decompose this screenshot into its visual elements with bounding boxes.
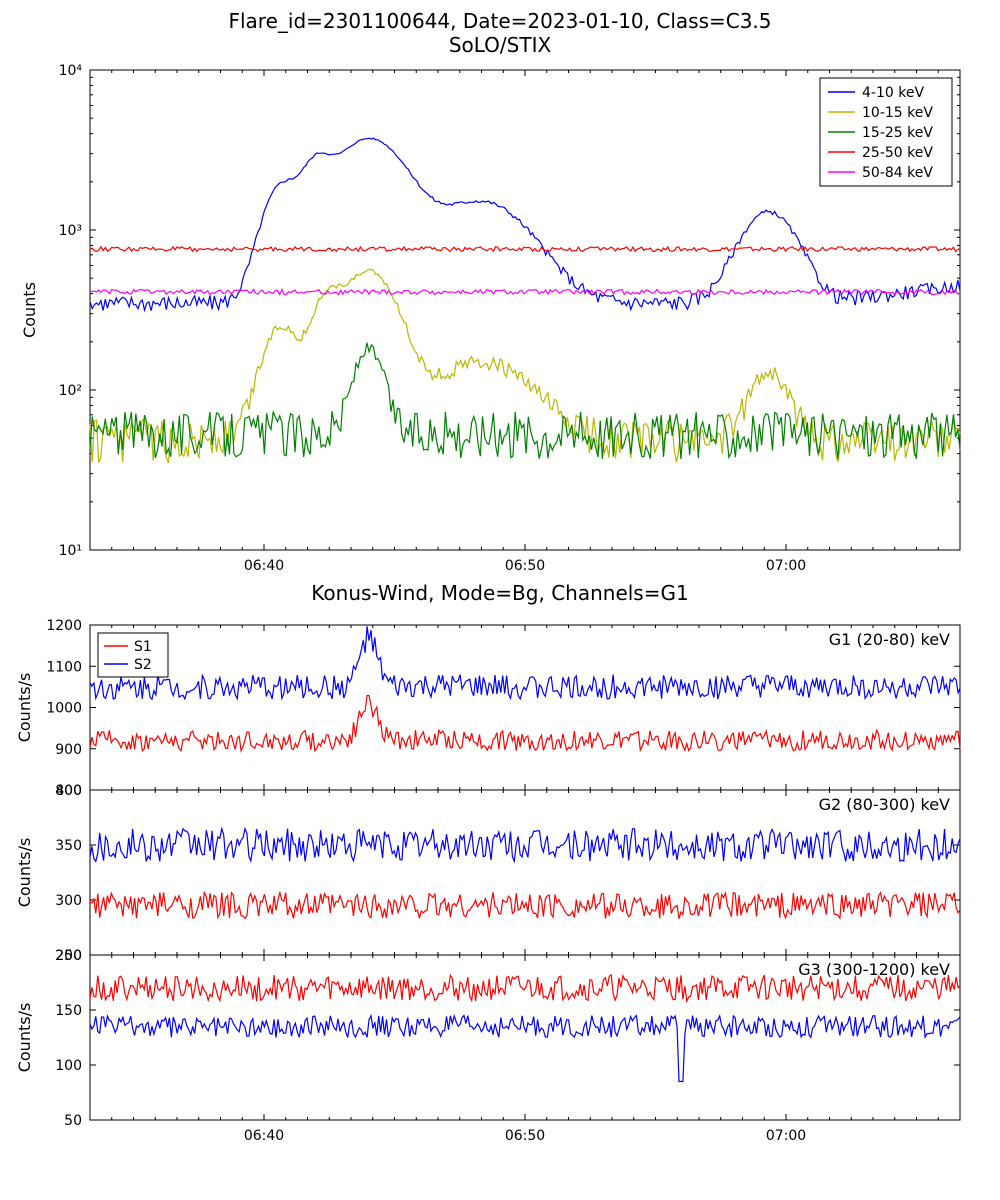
panel-label: G2 (80-300) keV [819, 795, 950, 814]
ytick-label: 900 [55, 742, 82, 758]
legend-label: 15-25 keV [862, 125, 933, 141]
panel-axes [90, 790, 960, 955]
main-title: Flare_id=2301100644, Date=2023-01-10, Cl… [228, 9, 771, 33]
panel-ylabel: Counts/s [15, 673, 34, 743]
panel-axes [90, 955, 960, 1120]
panel-label: G1 (20-80) keV [829, 630, 950, 649]
series-line [90, 247, 960, 252]
legend-label: S1 [134, 639, 152, 655]
legend-label: 4-10 keV [862, 85, 924, 101]
ytick-label: 1000 [46, 701, 82, 717]
top-ylabel: Counts [20, 282, 39, 338]
ytick-label: 150 [55, 1003, 82, 1019]
ytick-label: 10² [59, 383, 82, 399]
bottom-title: Konus-Wind, Mode=Bg, Channels=G1 [311, 581, 688, 605]
ytick-label: 1100 [46, 659, 82, 675]
ytick-label: 350 [55, 838, 82, 854]
bottom-legend [98, 633, 168, 677]
xtick-label: 06:40 [244, 1128, 284, 1144]
xtick-label: 06:40 [244, 558, 284, 574]
series-line [90, 892, 960, 918]
panel-ylabel: Counts/s [15, 838, 34, 908]
ytick-label: 10¹ [59, 543, 82, 559]
series-line [90, 829, 960, 862]
xtick-label: 06:50 [505, 558, 545, 574]
ytick-label: 1200 [46, 618, 82, 634]
series-line [90, 1016, 960, 1082]
ytick-label: 100 [55, 1058, 82, 1074]
ytick-label: 10³ [59, 223, 82, 239]
legend-label: 25-50 keV [862, 145, 933, 161]
ytick-label: 50 [64, 1113, 82, 1129]
series-line [90, 290, 960, 295]
legend-label: 50-84 keV [862, 165, 933, 181]
ytick-label: 400 [55, 783, 82, 799]
xtick-label: 07:00 [766, 1128, 806, 1144]
figure: Flare_id=2301100644, Date=2023-01-10, Cl… [0, 0, 1000, 1200]
ytick-label: 200 [55, 948, 82, 964]
xtick-label: 06:50 [505, 1128, 545, 1144]
legend-label: 10-15 keV [862, 105, 933, 121]
panel-axes [90, 625, 960, 790]
panel-ylabel: Counts/s [15, 1003, 34, 1073]
ytick-label: 10⁴ [59, 63, 83, 79]
legend-label: S2 [134, 657, 152, 673]
ytick-label: 300 [55, 893, 82, 909]
series-line [90, 343, 960, 459]
series-line [90, 695, 960, 750]
xtick-label: 07:00 [766, 558, 806, 574]
top-subtitle: SoLO/STIX [449, 33, 552, 57]
